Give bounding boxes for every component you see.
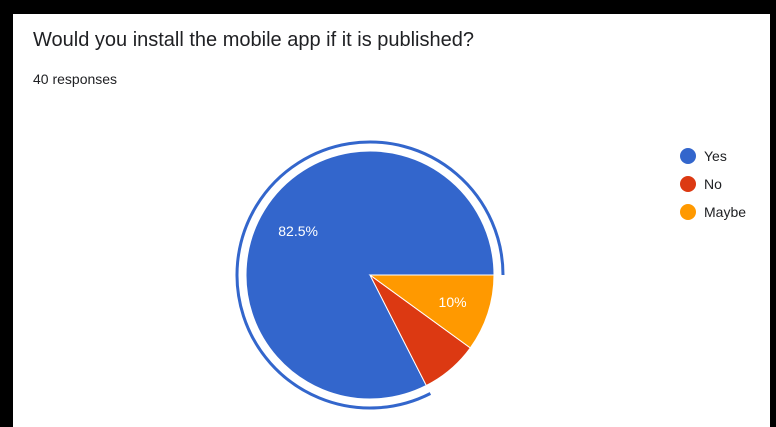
legend-swatch-yes [680,148,696,164]
data-label-yes: 82.5% [278,223,318,239]
legend-item-no[interactable]: No [680,170,746,198]
legend-swatch-no [680,176,696,192]
question-card: Would you install the mobile app if it i… [13,14,770,427]
legend-label-no: No [704,176,722,192]
legend-label-maybe: Maybe [704,204,747,220]
pie-slice-maybe[interactable] [368,274,495,349]
pie-slice-highlight-yes [235,140,505,410]
data-label-maybe: 10% [439,294,467,310]
legend-item-maybe[interactable]: Maybe [680,198,746,226]
legend-label-yes: Yes [704,148,727,164]
response-count: 40 responses [33,71,118,87]
legend-swatch-maybe [680,204,696,220]
pie-chart: 82.5% 10% [235,140,505,410]
legend-item-yes[interactable]: Yes [680,142,746,170]
chart-legend: Yes No Maybe [680,142,746,226]
question-title: Would you install the mobile app if it i… [33,29,474,51]
